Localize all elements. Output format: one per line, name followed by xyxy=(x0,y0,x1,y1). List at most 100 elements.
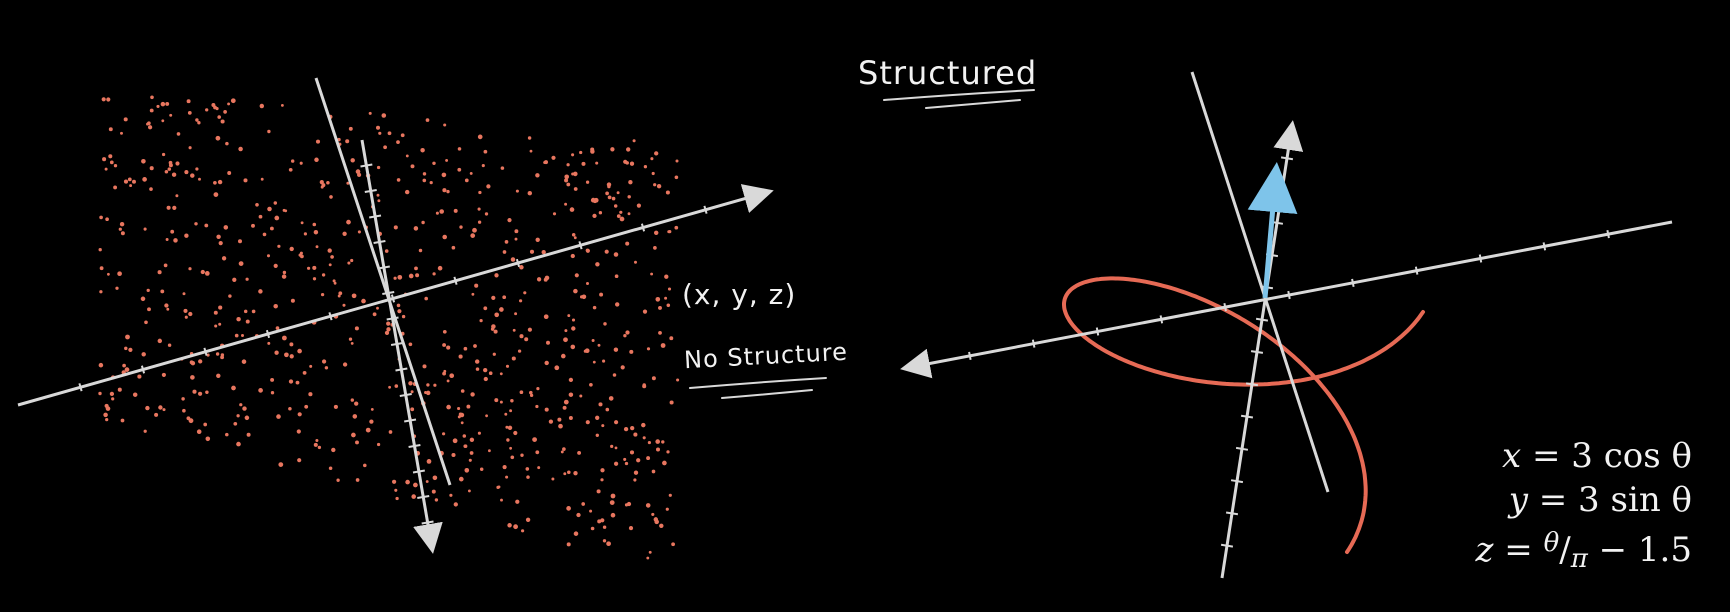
cloud-point xyxy=(98,362,104,368)
cloud-point xyxy=(445,158,449,162)
cloud-point xyxy=(605,191,609,196)
eq-z-slash: / xyxy=(1559,530,1571,570)
cloud-point xyxy=(484,212,489,216)
cloud-point xyxy=(653,183,657,187)
cloud-point xyxy=(198,359,203,364)
eq-z-tail: − 1.5 xyxy=(1598,530,1692,570)
cloud-point xyxy=(120,418,125,423)
cloud-point xyxy=(655,296,661,302)
cloud-point xyxy=(321,359,327,364)
axis-tick xyxy=(515,258,521,268)
cloud-point xyxy=(383,145,387,150)
cloud-point xyxy=(529,149,533,153)
cloud-point xyxy=(246,319,250,324)
cloud-point xyxy=(606,541,611,547)
cloud-point xyxy=(650,272,654,276)
axis-tick xyxy=(1287,290,1291,300)
axis-tick xyxy=(408,444,421,448)
axis-tick xyxy=(968,351,972,360)
cloud-point xyxy=(195,118,199,122)
cloud-point xyxy=(345,139,350,144)
cloud-point xyxy=(337,137,341,142)
cloud-point xyxy=(129,184,133,188)
axis-tick xyxy=(386,316,399,321)
cloud-point xyxy=(273,263,278,269)
cloud-point xyxy=(195,167,199,171)
cloud-point xyxy=(122,363,126,368)
cloud-point xyxy=(115,286,119,290)
cloud-point xyxy=(595,415,600,420)
cloud-point xyxy=(602,539,607,543)
cloud-point xyxy=(332,279,336,283)
cloud-point xyxy=(446,404,451,410)
cloud-point xyxy=(258,289,263,294)
cloud-point xyxy=(464,178,469,183)
cloud-point xyxy=(128,347,133,352)
cloud-point xyxy=(607,195,612,200)
cloud-point xyxy=(149,108,154,113)
cloud-point xyxy=(267,129,271,134)
cloud-point xyxy=(514,229,519,234)
cloud-point xyxy=(610,147,615,152)
cloud-point xyxy=(494,312,500,318)
cloud-point xyxy=(281,274,287,279)
cloud-point xyxy=(595,433,599,437)
cloud-point xyxy=(147,125,153,130)
cloud-point xyxy=(166,307,170,311)
cloud-point xyxy=(651,469,656,474)
cloud-point xyxy=(475,367,480,371)
cloud-point xyxy=(104,167,108,171)
cloud-point xyxy=(363,463,367,468)
cloud-point xyxy=(157,270,162,275)
annotation-underlines xyxy=(689,89,1035,399)
cloud-point xyxy=(397,274,403,280)
cloud-point xyxy=(505,364,510,368)
cloud-point xyxy=(544,360,549,366)
cloud-point xyxy=(633,478,637,482)
cloud-point xyxy=(354,326,359,331)
cloud-point xyxy=(604,249,609,254)
cloud-point xyxy=(273,303,278,309)
position-vector xyxy=(1247,162,1298,299)
cloud-point xyxy=(221,256,227,261)
cloud-point xyxy=(284,352,289,358)
cloud-point xyxy=(418,248,423,253)
cloud-point xyxy=(564,202,568,206)
cloud-point xyxy=(342,303,346,307)
cloud-point xyxy=(262,232,267,237)
axis-tick xyxy=(140,365,146,374)
cloud-point xyxy=(217,115,221,119)
cloud-point xyxy=(573,471,578,476)
cloud-point xyxy=(251,309,256,314)
cloud-point xyxy=(320,292,325,297)
cloud-point xyxy=(520,453,524,457)
cloud-point xyxy=(394,384,399,388)
cloud-point xyxy=(526,475,530,479)
cloud-point xyxy=(571,172,575,176)
cloud-point xyxy=(420,147,425,153)
cloud-point xyxy=(298,253,302,257)
cloud-point xyxy=(483,149,488,154)
cloud-point xyxy=(188,267,192,271)
axis-tick xyxy=(1230,479,1244,484)
cloud-point xyxy=(548,419,554,424)
cloud-point xyxy=(328,263,332,267)
cloud-point xyxy=(616,191,620,195)
cloud-point xyxy=(524,337,529,342)
cloud-point xyxy=(568,416,573,420)
cloud-point xyxy=(509,409,513,413)
axis-tick xyxy=(1606,230,1610,239)
cloud-point xyxy=(627,212,631,216)
cloud-point xyxy=(514,312,518,316)
cloud-point xyxy=(462,434,467,438)
cloud-point xyxy=(564,178,569,183)
cloud-point xyxy=(312,222,317,227)
cloud-point xyxy=(205,390,209,394)
cloud-point xyxy=(619,216,625,222)
cloud-point xyxy=(597,519,602,524)
cloud-point xyxy=(517,349,522,353)
axis-tick xyxy=(377,265,390,270)
cloud-point xyxy=(410,164,415,169)
cloud-point xyxy=(117,387,122,392)
cloud-point xyxy=(646,556,650,560)
